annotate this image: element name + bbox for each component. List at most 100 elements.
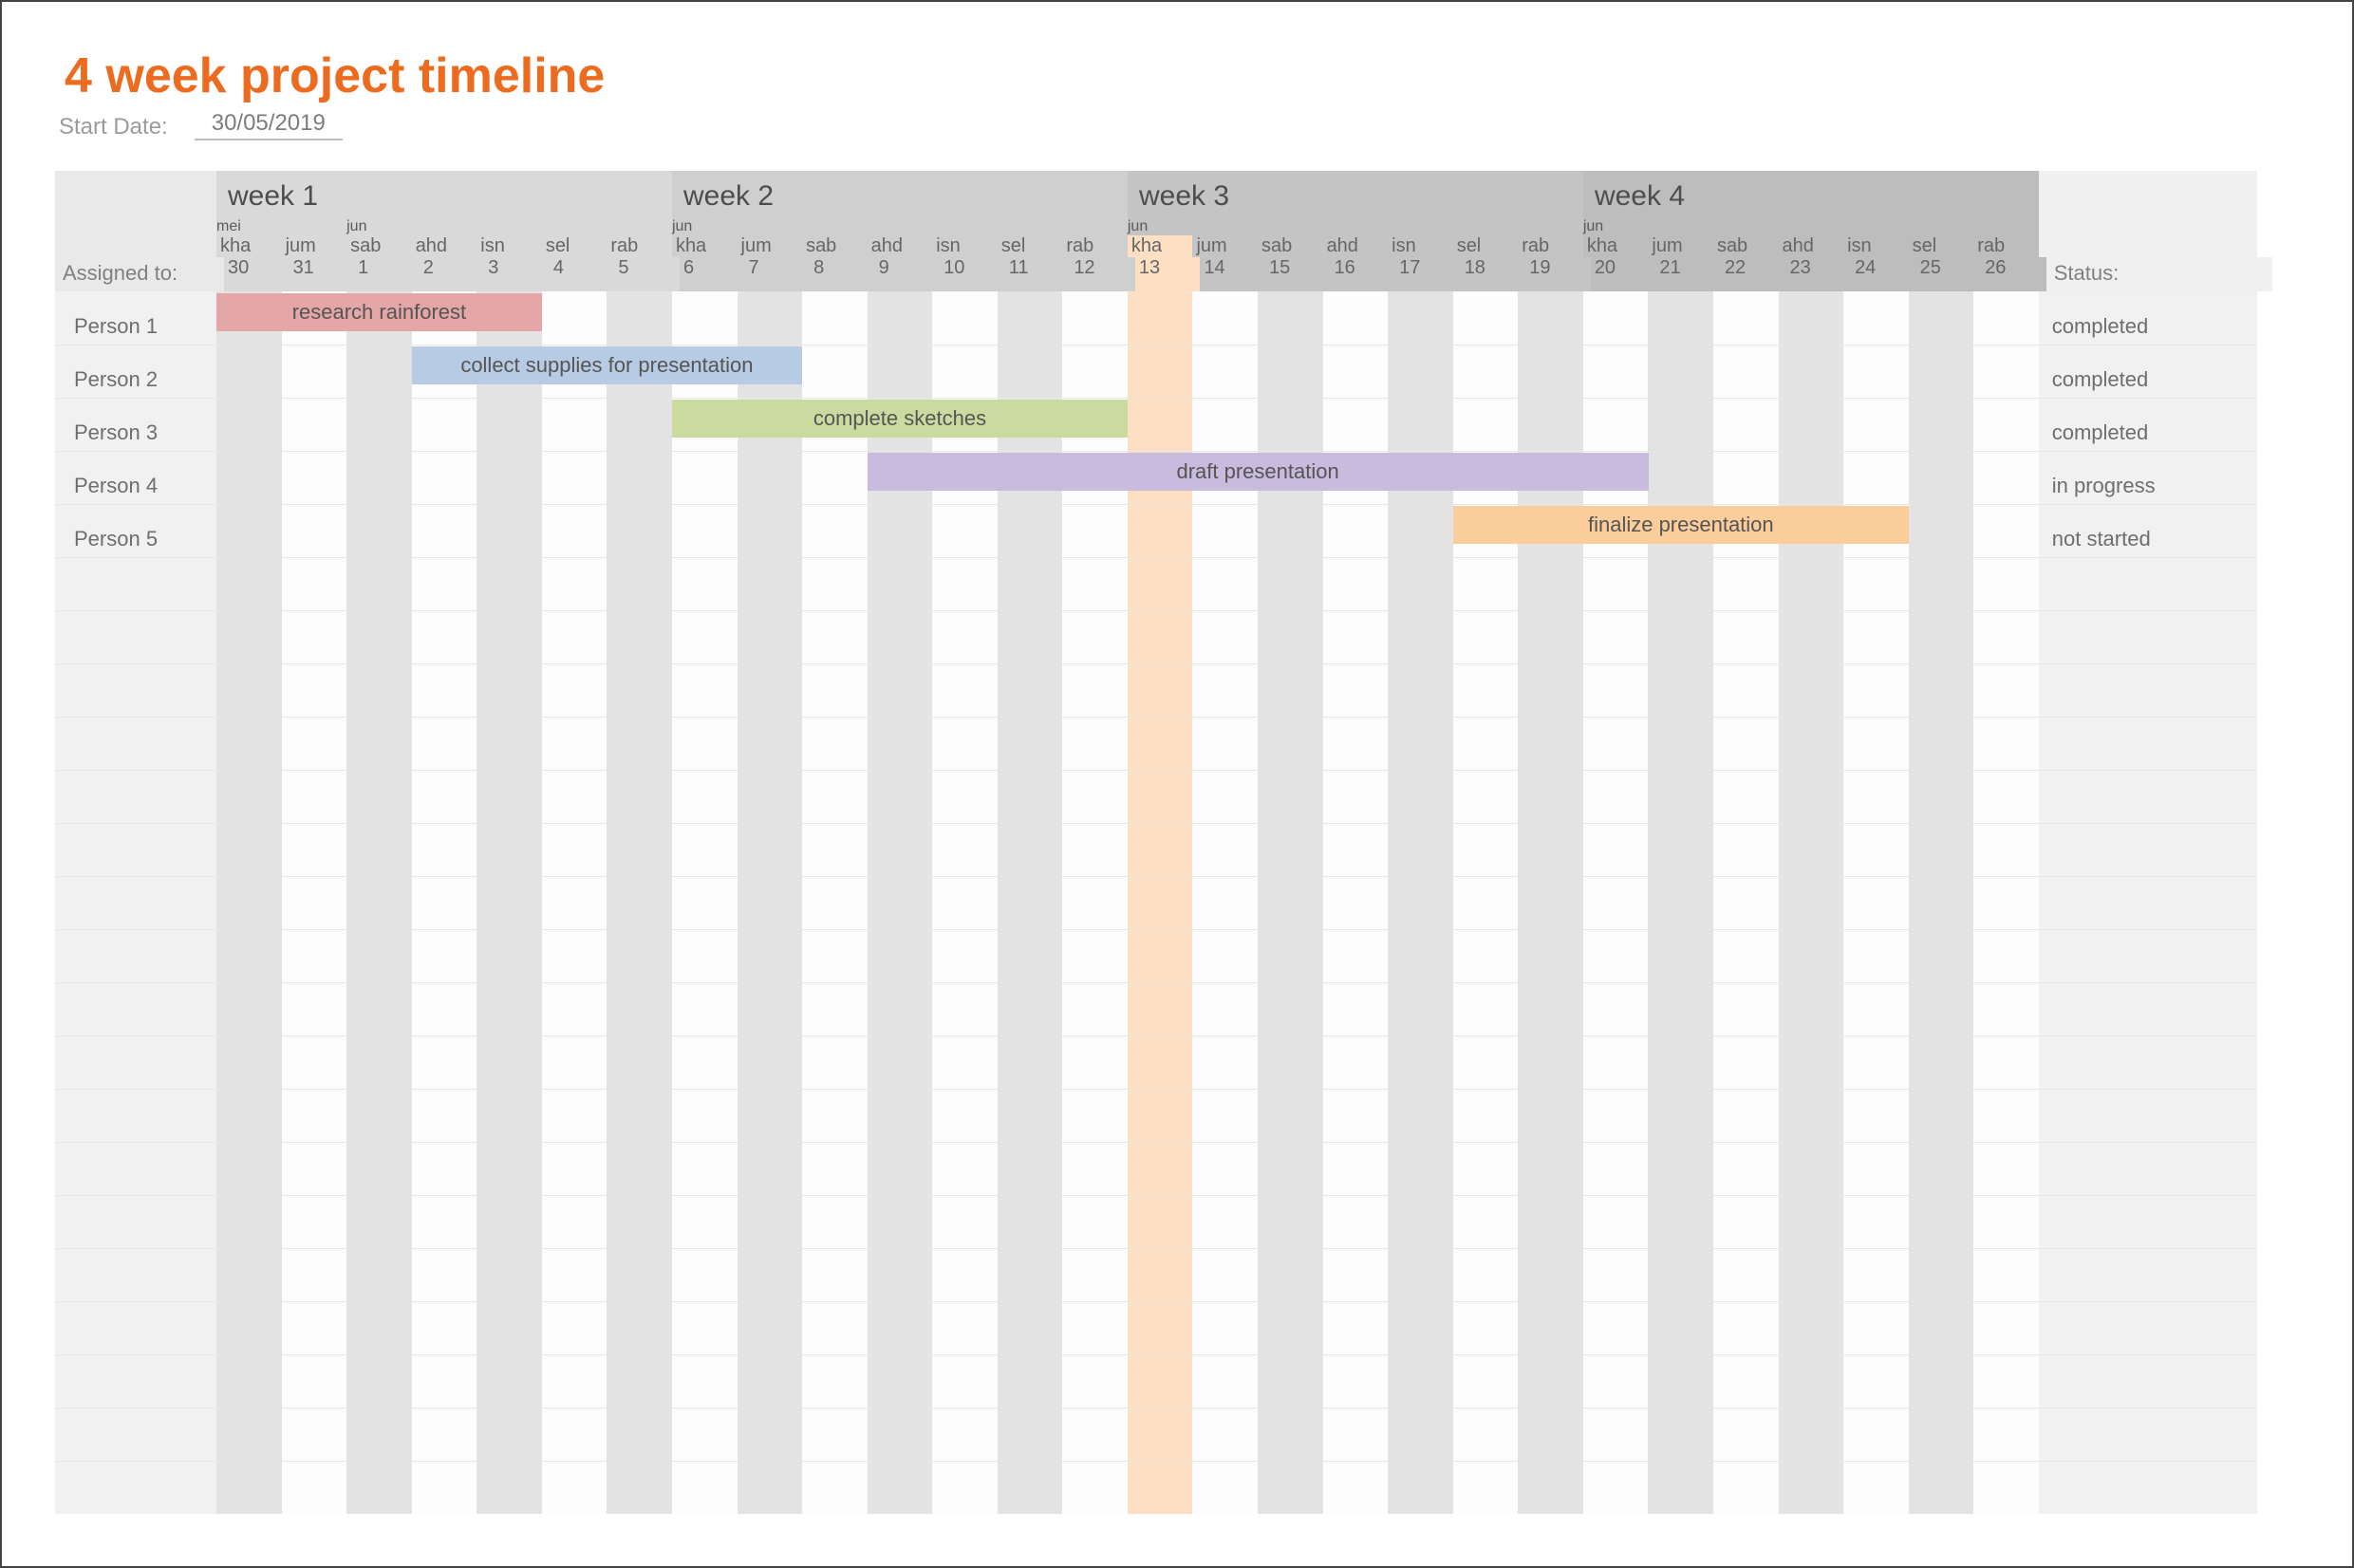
grid-cell[interactable] bbox=[1518, 877, 1583, 929]
grid-cell[interactable] bbox=[868, 1143, 933, 1195]
grid-cell[interactable] bbox=[282, 452, 347, 504]
grid-cell[interactable] bbox=[476, 877, 542, 929]
grid-cell[interactable] bbox=[1583, 399, 1649, 451]
grid-cell[interactable] bbox=[1128, 664, 1193, 717]
grid-cell[interactable] bbox=[1062, 824, 1128, 876]
grid-cell[interactable] bbox=[476, 399, 542, 451]
grid-cell[interactable] bbox=[1518, 1090, 1583, 1142]
grid-cell[interactable] bbox=[476, 611, 542, 663]
grid-cell[interactable] bbox=[282, 771, 347, 823]
grid-cell[interactable] bbox=[1583, 930, 1649, 982]
grid-cell[interactable] bbox=[607, 1462, 672, 1514]
grid-cell[interactable] bbox=[932, 611, 998, 663]
grid-cell[interactable] bbox=[1258, 1143, 1323, 1195]
grid-cell[interactable] bbox=[346, 1302, 412, 1354]
grid-cell[interactable] bbox=[1909, 1090, 1974, 1142]
grid-cell[interactable] bbox=[998, 983, 1063, 1036]
grid-cell[interactable] bbox=[802, 877, 868, 929]
grid-cell[interactable] bbox=[346, 983, 412, 1036]
grid-cell[interactable] bbox=[1062, 345, 1128, 398]
grid-cell[interactable] bbox=[998, 1143, 1063, 1195]
grid-cell[interactable] bbox=[1648, 930, 1713, 982]
grid-cell[interactable] bbox=[1192, 1196, 1258, 1248]
grid-cell[interactable] bbox=[216, 611, 282, 663]
grid-cell[interactable] bbox=[1713, 718, 1779, 770]
grid-cell[interactable] bbox=[476, 1249, 542, 1301]
grid-cell[interactable] bbox=[802, 1143, 868, 1195]
grid-cell[interactable] bbox=[412, 930, 477, 982]
grid-cell[interactable] bbox=[476, 1036, 542, 1089]
grid-cell[interactable] bbox=[1843, 1196, 1909, 1248]
grid-cell[interactable] bbox=[932, 558, 998, 610]
grid-cell[interactable] bbox=[932, 291, 998, 345]
grid-cell[interactable] bbox=[1323, 611, 1389, 663]
grid-cell[interactable] bbox=[1518, 399, 1583, 451]
grid-cell[interactable] bbox=[1258, 664, 1323, 717]
grid-cell[interactable] bbox=[216, 399, 282, 451]
grid-cell[interactable] bbox=[542, 664, 607, 717]
grid-cell[interactable] bbox=[1518, 1462, 1583, 1514]
grid-cell[interactable] bbox=[1323, 824, 1389, 876]
grid-cell[interactable] bbox=[282, 611, 347, 663]
grid-cell[interactable] bbox=[1583, 1462, 1649, 1514]
grid-cell[interactable] bbox=[1648, 771, 1713, 823]
grid-cell[interactable] bbox=[1648, 664, 1713, 717]
grid-cell[interactable] bbox=[868, 983, 933, 1036]
grid-cell[interactable] bbox=[282, 1302, 347, 1354]
grid-cell[interactable] bbox=[738, 291, 803, 345]
grid-cell[interactable] bbox=[1909, 1143, 1974, 1195]
grid-cell[interactable] bbox=[1713, 1143, 1779, 1195]
grid-cell[interactable] bbox=[542, 558, 607, 610]
grid-cell[interactable] bbox=[932, 1462, 998, 1514]
grid-cell[interactable] bbox=[1128, 877, 1193, 929]
grid-cell[interactable] bbox=[1128, 505, 1193, 557]
grid-cell[interactable] bbox=[1062, 1090, 1128, 1142]
grid-cell[interactable] bbox=[1648, 1249, 1713, 1301]
grid-cell[interactable] bbox=[346, 930, 412, 982]
grid-cell[interactable] bbox=[1062, 558, 1128, 610]
grid-cell[interactable] bbox=[738, 718, 803, 770]
grid-cell[interactable] bbox=[1713, 983, 1779, 1036]
grid-cell[interactable] bbox=[542, 611, 607, 663]
grid-cell[interactable] bbox=[282, 1143, 347, 1195]
grid-cell[interactable] bbox=[672, 1036, 738, 1089]
grid-cell[interactable] bbox=[1713, 824, 1779, 876]
grid-cell[interactable] bbox=[868, 1196, 933, 1248]
grid-cell[interactable] bbox=[1258, 611, 1323, 663]
grid-cell[interactable] bbox=[1388, 1249, 1453, 1301]
grid-cell[interactable] bbox=[216, 824, 282, 876]
grid-cell[interactable] bbox=[1258, 1302, 1323, 1354]
grid-cell[interactable] bbox=[868, 1462, 933, 1514]
grid-cell[interactable] bbox=[868, 824, 933, 876]
grid-cell[interactable] bbox=[1323, 1036, 1389, 1089]
grid-cell[interactable] bbox=[1518, 771, 1583, 823]
grid-cell[interactable] bbox=[998, 558, 1063, 610]
grid-cell[interactable] bbox=[1779, 771, 1844, 823]
grid-cell[interactable] bbox=[1192, 611, 1258, 663]
grid-cell[interactable] bbox=[607, 1090, 672, 1142]
grid-cell[interactable] bbox=[1192, 930, 1258, 982]
grid-cell[interactable] bbox=[476, 558, 542, 610]
grid-cell[interactable] bbox=[346, 1196, 412, 1248]
grid-cell[interactable] bbox=[282, 505, 347, 557]
grid-cell[interactable] bbox=[1648, 558, 1713, 610]
task-bar[interactable]: finalize presentation bbox=[1453, 506, 1909, 544]
grid-cell[interactable] bbox=[607, 505, 672, 557]
grid-cell[interactable] bbox=[1062, 1196, 1128, 1248]
grid-cell[interactable] bbox=[412, 1462, 477, 1514]
grid-cell[interactable] bbox=[607, 824, 672, 876]
grid-cell[interactable] bbox=[282, 664, 347, 717]
grid-cell[interactable] bbox=[868, 611, 933, 663]
grid-cell[interactable] bbox=[346, 1249, 412, 1301]
task-bar[interactable]: draft presentation bbox=[868, 453, 1649, 491]
grid-cell[interactable] bbox=[607, 1036, 672, 1089]
grid-cell[interactable] bbox=[1323, 399, 1389, 451]
grid-cell[interactable] bbox=[1648, 1409, 1713, 1461]
grid-cell[interactable] bbox=[1453, 558, 1519, 610]
grid-cell[interactable] bbox=[1843, 877, 1909, 929]
grid-cell[interactable] bbox=[932, 345, 998, 398]
grid-cell[interactable] bbox=[1192, 1143, 1258, 1195]
grid-cell[interactable] bbox=[1843, 345, 1909, 398]
grid-cell[interactable] bbox=[346, 1036, 412, 1089]
grid-cell[interactable] bbox=[932, 505, 998, 557]
